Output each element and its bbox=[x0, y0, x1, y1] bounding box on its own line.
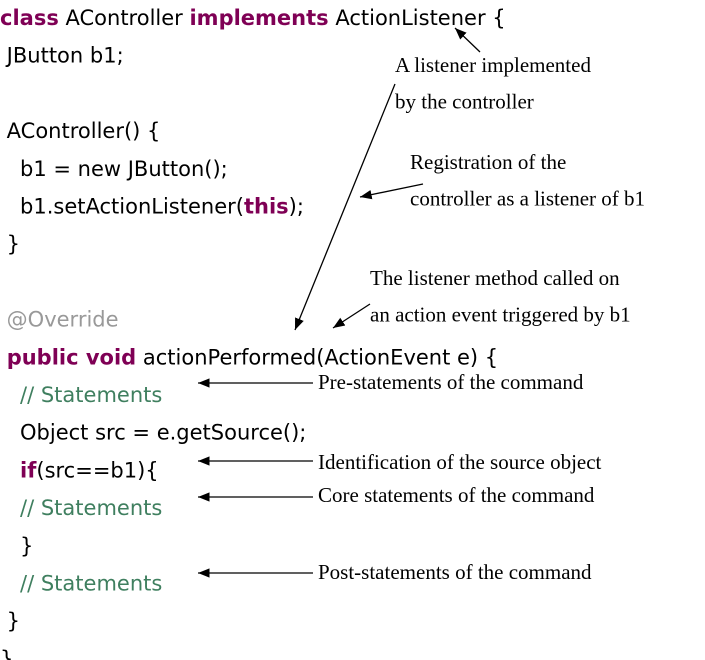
note-text: Post-statements of the command bbox=[318, 560, 592, 584]
note-text: The listener method called on bbox=[370, 266, 620, 290]
code-token: if bbox=[20, 458, 37, 482]
code-line: AController() { bbox=[0, 119, 160, 143]
code-line: } bbox=[0, 232, 20, 256]
code-token bbox=[0, 345, 7, 369]
code-token: Object src = e.getSource(); bbox=[0, 421, 306, 445]
code-line: } bbox=[0, 534, 33, 558]
code-line: @Override bbox=[0, 308, 119, 332]
code-token: (src==b1){ bbox=[36, 458, 158, 482]
note-text: by the controller bbox=[395, 89, 534, 113]
code-token: implements bbox=[189, 6, 328, 30]
code-token: AController bbox=[59, 6, 190, 30]
code-token: // Statements bbox=[0, 572, 162, 596]
code-line: } bbox=[0, 647, 13, 660]
code-line: class AController implements ActionListe… bbox=[0, 6, 506, 30]
code-token: b1 = new JButton(); bbox=[0, 157, 228, 181]
code-line: // Statements bbox=[0, 383, 162, 407]
code-line: } bbox=[0, 609, 20, 633]
code-token: } bbox=[0, 232, 20, 256]
note-text: Registration of the bbox=[410, 150, 566, 174]
code-token: actionPerformed(ActionEvent e) { bbox=[136, 345, 498, 369]
code-token: AController() { bbox=[0, 119, 160, 143]
note-text: an action event triggered by b1 bbox=[370, 302, 631, 326]
note-text: Identification of the source object bbox=[318, 450, 602, 474]
code-token: } bbox=[0, 647, 13, 660]
code-token: b1.setActionListener( bbox=[0, 195, 244, 219]
code-token: JButton b1; bbox=[0, 44, 124, 68]
code-token: public void bbox=[7, 345, 137, 369]
arrows bbox=[198, 27, 481, 578]
code-line: Object src = e.getSource(); bbox=[0, 421, 306, 445]
note-text: A listener implemented bbox=[395, 53, 591, 77]
code-line: // Statements bbox=[0, 496, 162, 520]
note-text: controller as a listener of b1 bbox=[410, 186, 645, 210]
arrow bbox=[332, 303, 371, 329]
code-token: this bbox=[244, 195, 289, 219]
code-line: b1 = new JButton(); bbox=[0, 157, 228, 181]
arrow bbox=[359, 183, 424, 200]
code-token: // Statements bbox=[0, 496, 162, 520]
note-text: Pre-statements of the command bbox=[318, 370, 584, 394]
arrow bbox=[454, 27, 481, 53]
code-token: @Override bbox=[0, 308, 119, 332]
code-token: ActionListener { bbox=[329, 6, 506, 30]
arrow bbox=[294, 83, 396, 331]
code-token: } bbox=[0, 609, 20, 633]
code-token: class bbox=[0, 6, 59, 30]
code-line: b1.setActionListener(this); bbox=[0, 195, 304, 219]
note-text: Core statements of the command bbox=[318, 483, 595, 507]
code-token: ); bbox=[289, 195, 304, 219]
code-line: // Statements bbox=[0, 572, 162, 596]
code-token: // Statements bbox=[0, 383, 162, 407]
code-line: JButton b1; bbox=[0, 44, 124, 68]
code-token bbox=[0, 458, 20, 482]
code-line: if(src==b1){ bbox=[0, 458, 159, 482]
code-line: public void actionPerformed(ActionEvent … bbox=[0, 345, 498, 369]
code-token: } bbox=[0, 534, 33, 558]
